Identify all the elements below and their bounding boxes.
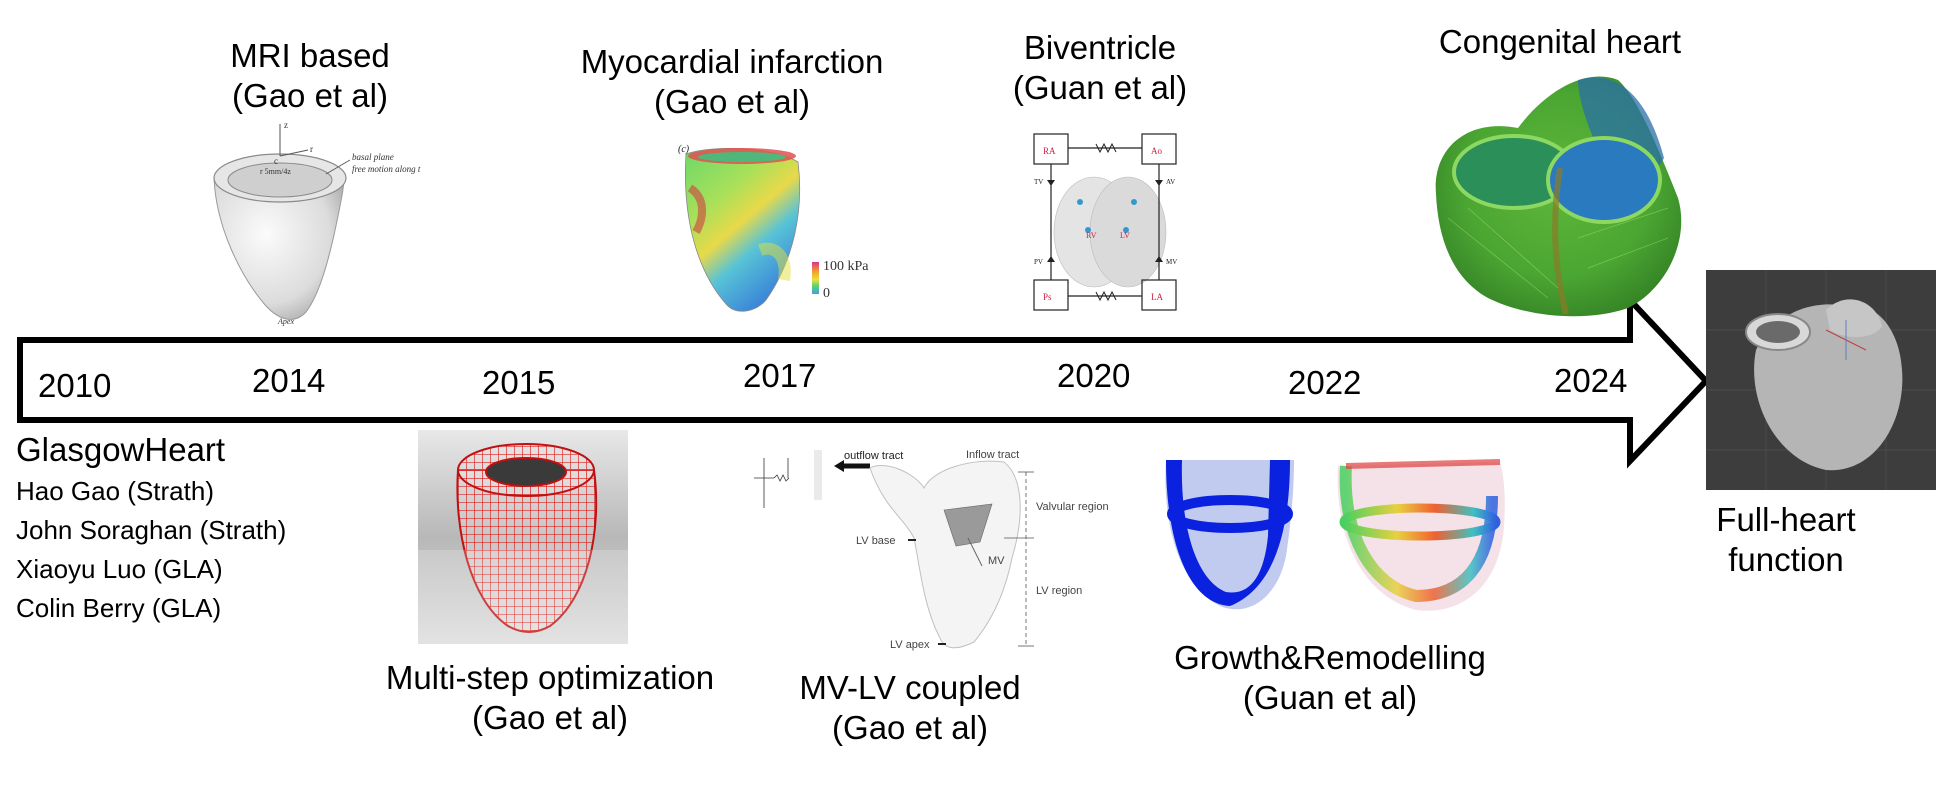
biv-ra: RA	[1043, 146, 1056, 156]
biv-pv: PV	[1034, 258, 1043, 266]
mvlv-lvregion: LV region	[1036, 585, 1082, 597]
biv-ao: Ao	[1151, 146, 1162, 156]
year-2010: 2010	[38, 367, 112, 404]
caption-multistep-line2: (Gao et al)	[472, 699, 628, 736]
year-2022: 2022	[1288, 364, 1362, 401]
biv-la: LA	[1151, 292, 1163, 302]
mri-axis-r: r	[310, 144, 313, 154]
caption-multistep: Multi-step optimization (Gao et al)	[370, 658, 730, 738]
mvlv-inflow: Inflow tract	[966, 449, 1019, 461]
congenital-heart-figure	[1435, 76, 1682, 317]
caption-growth-line1: Growth&Remodelling	[1174, 639, 1486, 676]
caption-mi: Myocardial infarction (Gao et al)	[572, 42, 892, 122]
caption-mvlv-line2: (Gao et al)	[832, 709, 988, 746]
mri-disp: r 5mm/4z	[260, 167, 291, 176]
mri-free-label: free motion along t	[352, 164, 421, 174]
caption-multistep-line1: Multi-step optimization	[385, 659, 715, 696]
biv-rv: RV	[1086, 231, 1097, 240]
mri-lv-figure: z r c r 5mm/4z basal plane free motion a…	[213, 120, 421, 326]
caption-mvlv: MV-LV coupled (Gao et al)	[780, 668, 1040, 748]
caption-fullheart-line1: Full-heart	[1716, 501, 1856, 538]
caption-congenital-line1: Congenital heart	[1438, 23, 1682, 60]
growth-blue-figure	[1165, 460, 1294, 610]
caption-mri-line2: (Gao et al)	[232, 77, 388, 114]
year-2024: 2024	[1554, 362, 1628, 399]
caption-mi-line1: Myocardial infarction	[580, 43, 884, 80]
biv-mv: MV	[1166, 258, 1177, 266]
biv-lv: LV	[1120, 231, 1130, 240]
mvlv-lvbase: LV base	[856, 535, 896, 547]
caption-mri: MRI based (Gao et al)	[230, 36, 390, 116]
caption-biv: Biventricle (Guan et al)	[1000, 28, 1200, 108]
mvlv-outflow: outflow tract	[844, 450, 903, 462]
caption-fullheart-line2: function	[1728, 541, 1844, 578]
mri-basal-label: basal plane	[352, 152, 394, 162]
mvlv-mv: MV	[988, 555, 1005, 567]
caption-mvlv-line1: MV-LV coupled	[799, 669, 1021, 706]
multistep-mesh-figure	[418, 430, 628, 644]
biv-av: AV	[1166, 178, 1175, 186]
mi-min-label: 0	[823, 286, 830, 301]
team-member: Hao Gao (Strath)	[16, 476, 214, 506]
biv-ps: Ps	[1043, 292, 1052, 302]
mi-panel-label: (c)	[678, 144, 690, 155]
mi-stress-figure: (c) 100 kPa 0	[678, 144, 869, 312]
caption-growth: Growth&Remodelling (Guan et al)	[1170, 638, 1490, 718]
team-member: Colin Berry (GLA)	[16, 593, 222, 623]
team-member: Xiaoyu Luo (GLA)	[16, 554, 223, 584]
mvlv-figure: outflow tract Inflow tract Valvular regi…	[754, 449, 1109, 651]
caption-mri-line1: MRI based	[230, 37, 390, 74]
full-heart-figure	[1706, 270, 1936, 490]
year-2017: 2017	[743, 357, 817, 394]
biv-tv: TV	[1034, 178, 1043, 186]
year-2020: 2020	[1057, 357, 1131, 394]
biv-circuit-figure: RA Ao RV LV Ps LA TV AV PV MV	[1033, 133, 1177, 311]
mri-axis-c: c	[274, 156, 278, 166]
caption-fullheart: Full-heart function	[1706, 500, 1866, 580]
mri-axis-z: z	[284, 120, 288, 130]
caption-congenital: Congenital heart	[1420, 22, 1700, 62]
caption-biv-line2: (Guan et al)	[1012, 69, 1188, 106]
caption-mi-line2: (Gao et al)	[654, 83, 810, 120]
mri-apex-label: Apex	[277, 317, 294, 326]
growth-color-figure	[1337, 459, 1505, 611]
mvlv-valvular: Valvular region	[1036, 501, 1109, 513]
team-member: John Soraghan (Strath)	[16, 515, 287, 545]
mvlv-lvapex: LV apex	[890, 639, 930, 651]
team-name: GlasgowHeart	[16, 431, 226, 468]
caption-growth-line2: (Guan et al)	[1242, 679, 1418, 716]
mi-colorbar	[812, 262, 819, 294]
year-2014: 2014	[252, 362, 326, 399]
team-list: GlasgowHeart Hao Gao (Strath) John Sorag…	[16, 428, 286, 628]
caption-biv-line1: Biventricle	[1023, 29, 1177, 66]
mi-max-label: 100 kPa	[823, 259, 869, 274]
year-2015: 2015	[482, 364, 556, 401]
